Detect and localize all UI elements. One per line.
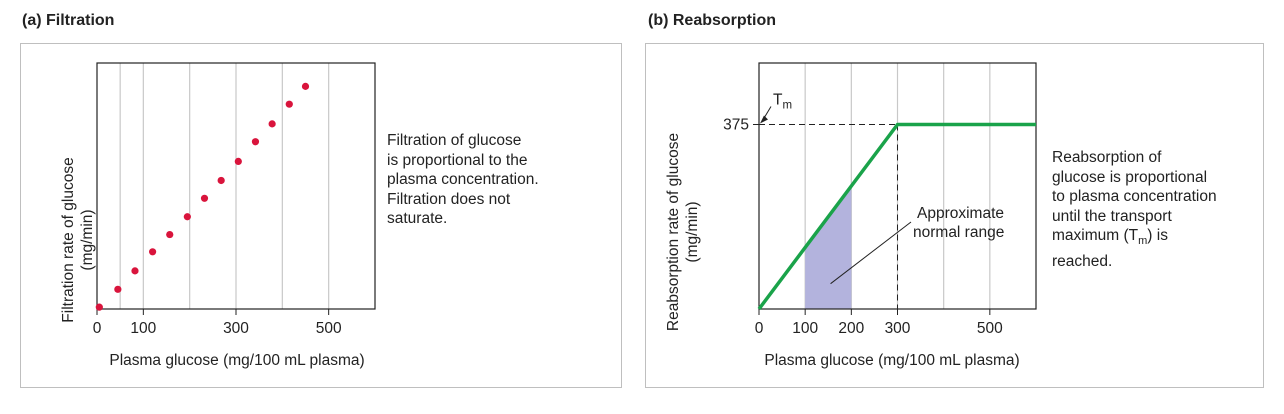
data-point <box>114 285 122 293</box>
x-tick-label: 500 <box>316 320 342 337</box>
x-tick-label: 0 <box>755 320 764 337</box>
panel-b-title: (b) Reabsorption <box>648 12 776 29</box>
panel-b-frame <box>645 43 1264 388</box>
data-point <box>301 82 310 90</box>
description-line: glucose is proportional <box>1052 168 1208 186</box>
annotation-text: normal range <box>913 224 1004 241</box>
annotation-text: Approximate <box>917 205 1004 222</box>
data-point <box>131 267 139 275</box>
data-point <box>251 138 260 146</box>
data-point <box>200 194 209 202</box>
data-point <box>285 100 293 108</box>
annotation-pointer <box>830 221 912 285</box>
x-tick-label: 0 <box>93 320 102 337</box>
filtration-description: Filtration of glucose is proportional to … <box>387 131 539 229</box>
data-point <box>234 157 242 165</box>
data-point <box>149 248 157 256</box>
y-tick-label: 375 <box>723 117 749 134</box>
x-tick-label: 500 <box>977 320 1003 337</box>
y-axis-label-line1: Filtration rate of glucose <box>60 157 77 322</box>
description-line: reached. <box>1052 252 1113 270</box>
data-point <box>268 120 276 128</box>
description-line: until the transport <box>1052 207 1172 225</box>
x-axis-label: Plasma glucose (mg/100 mL plasma) <box>764 352 1019 369</box>
description-line: Reabsorption of <box>1052 149 1162 166</box>
x-tick-label: 300 <box>885 320 911 337</box>
normal-range-shade <box>805 186 852 309</box>
data-point <box>166 230 174 239</box>
data-point <box>217 176 225 185</box>
reabsorption-line <box>757 122 1036 311</box>
description-line: Filtration of glucose <box>387 132 522 149</box>
x-tick-label: 100 <box>130 320 156 337</box>
reabsorption-description: Reabsorption of glucose is proportional to… <box>1052 148 1217 271</box>
description-line: saturate. <box>387 210 448 227</box>
panel-a-title: (a) Filtration <box>22 12 115 29</box>
description-line: is proportional to the <box>387 151 528 169</box>
filtration-chart: Filtration rate of glucose (mg/min) Plas… <box>60 62 376 369</box>
data-point <box>183 213 191 221</box>
description-line: plasma concentration. <box>387 171 539 188</box>
data-points <box>95 82 310 311</box>
y-axis-label-line2: (mg/min) <box>79 209 96 270</box>
description-line: Filtration does not <box>387 190 511 208</box>
data-point <box>95 303 103 311</box>
x-tick-label: 200 <box>838 320 864 337</box>
description-line: maximum (Tm) is <box>1052 227 1168 248</box>
y-axis-label-line2: (mg/min) <box>684 201 701 262</box>
tm-arrow-head <box>760 115 768 124</box>
tm-label: Tm <box>773 92 792 112</box>
x-tick-label: 300 <box>223 320 249 337</box>
x-tick-label: 100 <box>792 320 818 337</box>
y-axis-label-line1: Reabsorption rate of glucose <box>665 133 682 331</box>
reabsorption-chart: Reabsorption rate of glucose (mg/min) Pl… <box>665 62 1037 369</box>
x-axis-label: Plasma glucose (mg/100 mL plasma) <box>109 352 364 369</box>
description-line: to plasma concentration <box>1052 188 1217 205</box>
grid-lines <box>119 63 330 309</box>
